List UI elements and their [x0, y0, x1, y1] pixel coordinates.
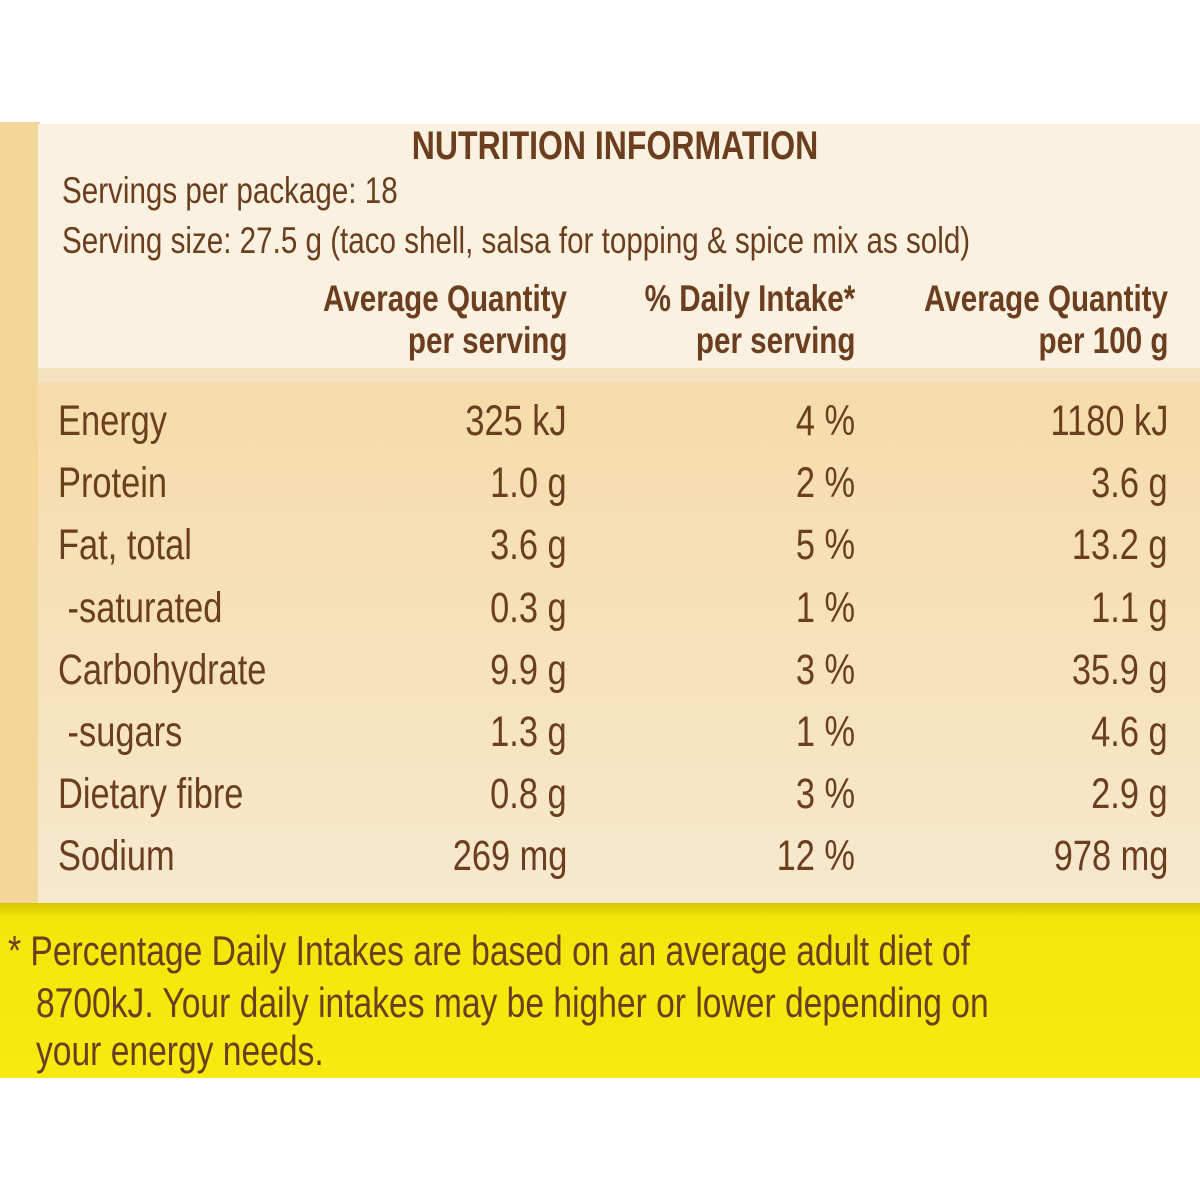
per-serving-value: 325 kJ: [465, 397, 567, 445]
daily-intake-value: 2 %: [795, 459, 855, 508]
per-100g-value: 2.9 g: [1091, 770, 1168, 819]
footnote-line-2: 8700kJ. Your daily intakes may be higher…: [36, 979, 989, 1026]
per-100g-value: 35.9 g: [1072, 645, 1168, 694]
footnote-line-3: your energy needs.: [36, 1027, 324, 1074]
column-header-daily-intake: % Daily Intake* per serving: [644, 278, 855, 361]
daily-intake-value: 3 %: [795, 645, 855, 694]
per-100g-value: 3.6 g: [1091, 459, 1168, 508]
per-100g-value: 1.1 g: [1091, 583, 1168, 632]
nutrient-name: Fat, total: [58, 521, 192, 570]
nutrient-name: -sugars: [58, 708, 183, 756]
header-panel: [38, 124, 1200, 368]
nutrition-table-background: [38, 383, 1200, 903]
header-divider: [38, 368, 1200, 384]
per-serving-value: 0.3 g: [490, 583, 567, 632]
daily-intake-value: 5 %: [795, 521, 855, 570]
per-serving-value: 1.3 g: [490, 708, 567, 756]
nutrient-name: Sodium: [58, 832, 175, 881]
per-serving-value: 3.6 g: [490, 521, 567, 570]
nutrient-name: Protein: [58, 459, 167, 508]
nutrient-name: Dietary fibre: [58, 770, 244, 819]
daily-intake-value: 4 %: [795, 397, 855, 445]
nutrient-name: Carbohydrate: [58, 645, 267, 694]
per-serving-value: 9.9 g: [490, 645, 567, 694]
label-edge-strip: [0, 122, 40, 907]
footnote-panel: [0, 903, 1200, 1078]
per-100g-value: 978 mg: [1053, 832, 1168, 881]
per-100g-value: 4.6 g: [1091, 708, 1168, 756]
per-serving-value: 1.0 g: [490, 459, 567, 508]
nutrient-name: Energy: [58, 397, 167, 445]
per-100g-value: 1180 kJ: [1050, 397, 1168, 445]
daily-intake-value: 1 %: [795, 583, 855, 632]
daily-intake-value: 12 %: [776, 832, 855, 881]
servings-per-package: Servings per package: 18: [62, 170, 398, 211]
per-100g-value: 13.2 g: [1072, 521, 1168, 570]
serving-size: Serving size: 27.5 g (taco shell, salsa …: [62, 220, 971, 261]
daily-intake-value: 3 %: [795, 770, 855, 819]
nutrient-name: -saturated: [58, 583, 223, 632]
per-serving-value: 0.8 g: [490, 770, 567, 819]
panel-title: NUTRITION INFORMATION: [411, 124, 819, 168]
daily-intake-value: 1 %: [795, 708, 855, 756]
column-header-per-serving: Average Quantity per serving: [323, 278, 567, 361]
footnote-line-1: * Percentage Daily Intakes are based on …: [8, 927, 970, 974]
column-header-per-100g: Average Quantity per 100 g: [924, 278, 1168, 361]
per-serving-value: 269 mg: [452, 832, 567, 881]
